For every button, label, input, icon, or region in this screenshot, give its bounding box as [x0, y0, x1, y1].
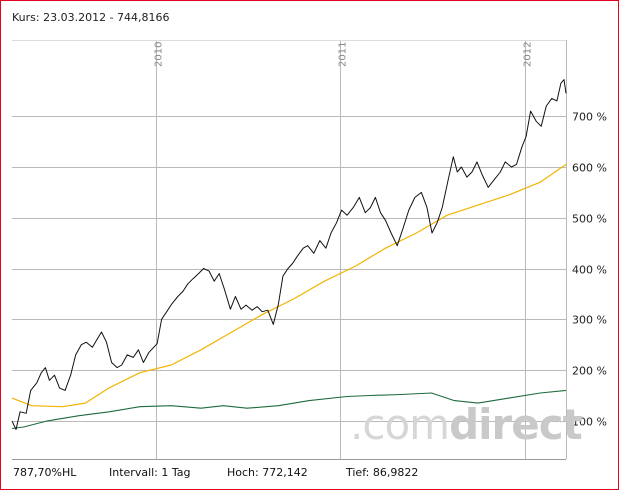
y-tick-labels: 100 % 200 % 300 % 400 % 500 % 600 % 700 %: [572, 111, 607, 429]
y-tick-label: 700 %: [572, 111, 607, 124]
y-tick-label: 600 %: [572, 162, 607, 175]
y-tick-label: 500 %: [572, 213, 607, 226]
y-tick-label: 400 %: [572, 264, 607, 277]
x-tick-label: 2010: [154, 42, 165, 67]
x-tick-label: 2011: [338, 42, 349, 67]
y-tick-label: 200 %: [572, 365, 607, 378]
grid-lines: [12, 40, 567, 459]
comdirect-watermark-logo: .comdirect: [350, 400, 583, 449]
price-header: Kurs: 23.03.2012 - 744,8166: [12, 11, 170, 24]
footer-intervall: Intervall: 1 Tag: [109, 466, 191, 479]
price-series-line: [11, 79, 567, 430]
y-tick-label: 300 %: [572, 314, 607, 327]
x-tick-labels: 2010 2011 2012: [154, 42, 534, 67]
footer-tief: Tief: 86,9822: [346, 466, 419, 479]
y-tick-label: 100 %: [572, 416, 607, 429]
x-tick-label: 2012: [523, 42, 534, 67]
chart-series: [11, 79, 567, 430]
footer-hl: 787,70%HL: [13, 466, 77, 479]
benchmark-series-line: [11, 389, 567, 430]
footer-hoch: Hoch: 772,142: [227, 466, 308, 479]
